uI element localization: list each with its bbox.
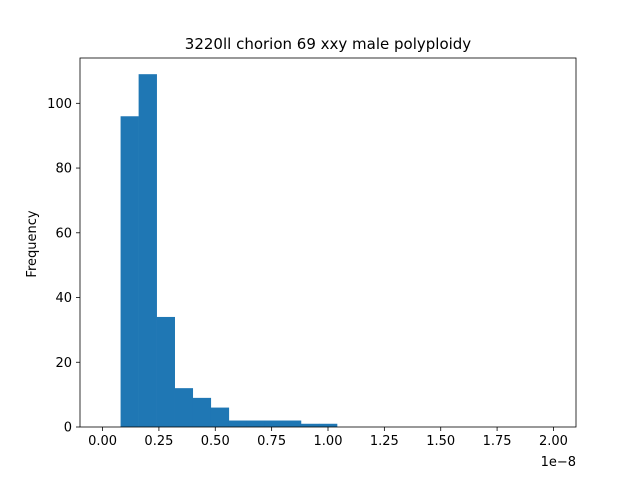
x-axis-ticks: 0.00 0.25 0.50 0.75 1.00 1.25 1.50 1.75 2.00 (88, 427, 568, 449)
histogram-bar-4 (192, 397, 212, 427)
histogram-bar-11 (318, 423, 338, 427)
x-tick-label: 1.25 (370, 434, 399, 449)
y-tick-label: 60 (55, 226, 72, 241)
x-tick-label: 1.00 (314, 434, 343, 449)
x-tick-label: 1.50 (426, 434, 455, 449)
y-tick-label: 0 (64, 421, 72, 436)
histogram-bar-6 (228, 420, 248, 427)
x-tick-label: 1.75 (483, 434, 512, 449)
chart-title: 3220ll chorion 69 xxy male polyploidy (185, 35, 472, 53)
x-tick-label: 0.25 (144, 434, 173, 449)
y-axis-label: Frequency (25, 210, 40, 277)
histogram-bar-5 (210, 407, 230, 427)
histogram-bar-2 (156, 316, 175, 427)
y-tick-label: 20 (55, 356, 72, 371)
histogram-bar-9 (282, 420, 302, 427)
y-tick-label: 40 (55, 291, 72, 306)
x-tick-label: 0.00 (88, 434, 117, 449)
x-tick-label: 0.75 (257, 434, 286, 449)
y-axis-ticks: 0 20 40 60 80 100 (47, 97, 80, 436)
bars-group (120, 74, 338, 428)
histogram-bar-7 (246, 420, 266, 427)
histogram-bar-10 (300, 423, 320, 427)
x-tick-label: 2.00 (539, 434, 568, 449)
histogram-bar-1 (138, 74, 157, 428)
histogram-bar-0 (120, 116, 139, 428)
histogram-bar-8 (264, 420, 284, 427)
y-tick-label: 100 (47, 97, 72, 112)
histogram-bar-3 (174, 388, 194, 427)
y-tick-label: 80 (55, 162, 72, 177)
x-tick-label: 0.50 (201, 434, 230, 449)
x-offset-label: 1e−8 (541, 455, 576, 470)
